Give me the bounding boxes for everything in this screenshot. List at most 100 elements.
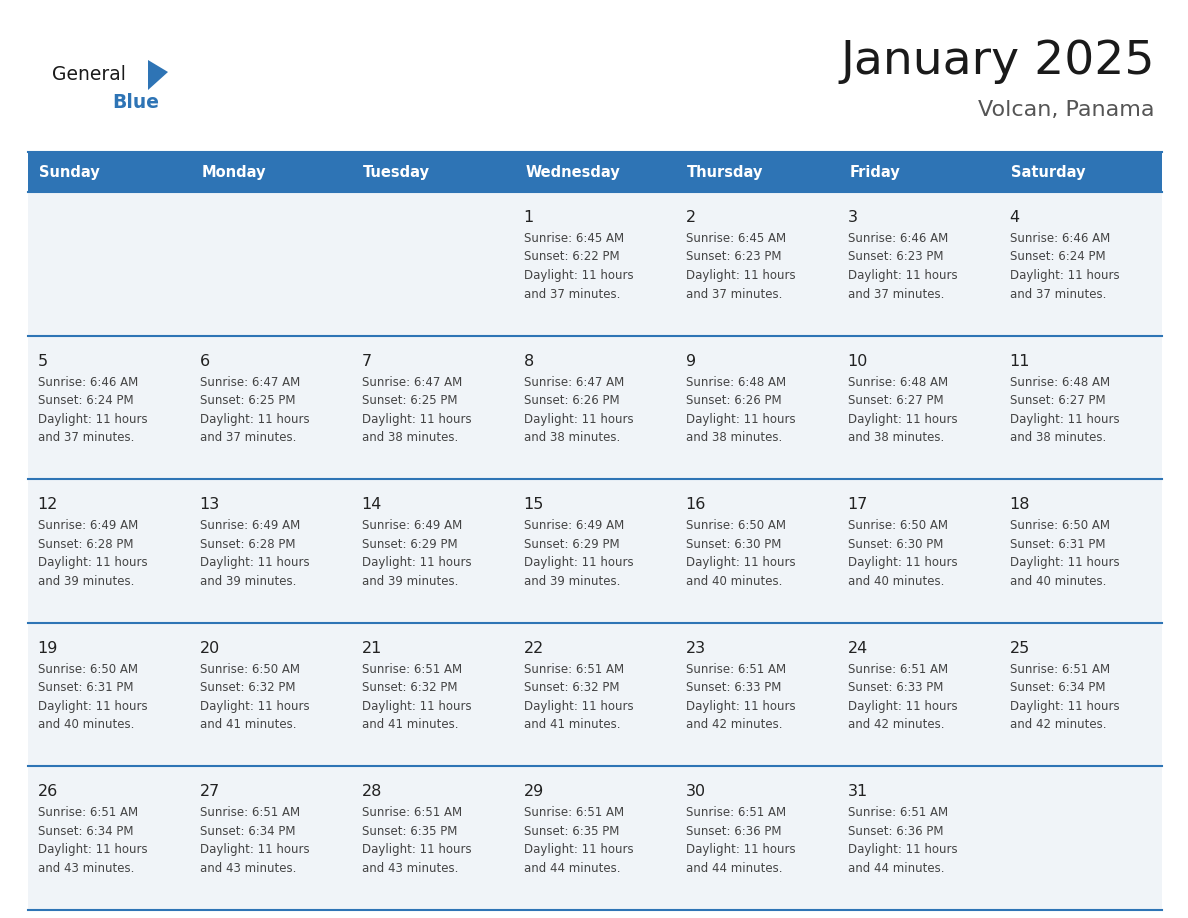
Bar	[29, 192, 1162, 336]
Text: and 42 minutes.: and 42 minutes.	[1010, 718, 1106, 732]
Text: 5: 5	[38, 353, 48, 369]
Text: Daylight: 11 hours: Daylight: 11 hours	[848, 844, 958, 856]
Text: Sunset: 6:31 PM: Sunset: 6:31 PM	[38, 681, 133, 694]
Text: Sunset: 6:32 PM: Sunset: 6:32 PM	[200, 681, 296, 694]
Text: Sunrise: 6:47 AM: Sunrise: 6:47 AM	[361, 375, 462, 388]
Text: Daylight: 11 hours: Daylight: 11 hours	[361, 556, 472, 569]
Text: and 41 minutes.: and 41 minutes.	[524, 718, 620, 732]
Text: Sunset: 6:27 PM: Sunset: 6:27 PM	[1010, 394, 1105, 407]
Text: and 43 minutes.: and 43 minutes.	[200, 862, 296, 875]
Text: Sunset: 6:29 PM: Sunset: 6:29 PM	[524, 538, 619, 551]
Text: 3: 3	[848, 210, 858, 225]
Text: Sunset: 6:28 PM: Sunset: 6:28 PM	[200, 538, 296, 551]
Text: and 38 minutes.: and 38 minutes.	[524, 431, 620, 444]
Text: and 40 minutes.: and 40 minutes.	[38, 718, 134, 732]
Text: 14: 14	[361, 498, 383, 512]
Text: Daylight: 11 hours: Daylight: 11 hours	[38, 556, 147, 569]
Text: Daylight: 11 hours: Daylight: 11 hours	[200, 412, 309, 426]
Text: Daylight: 11 hours: Daylight: 11 hours	[38, 844, 147, 856]
Text: and 39 minutes.: and 39 minutes.	[200, 575, 296, 588]
Text: Sunrise: 6:50 AM: Sunrise: 6:50 AM	[1010, 520, 1110, 532]
Text: Friday: Friday	[849, 164, 901, 180]
Text: 21: 21	[361, 641, 383, 655]
Text: and 41 minutes.: and 41 minutes.	[361, 718, 459, 732]
Text: Sunrise: 6:51 AM: Sunrise: 6:51 AM	[1010, 663, 1110, 676]
Text: Daylight: 11 hours: Daylight: 11 hours	[848, 269, 958, 282]
Text: Sunset: 6:24 PM: Sunset: 6:24 PM	[38, 394, 133, 407]
Text: Sunset: 6:31 PM: Sunset: 6:31 PM	[1010, 538, 1105, 551]
Text: Daylight: 11 hours: Daylight: 11 hours	[685, 844, 795, 856]
Text: and 44 minutes.: and 44 minutes.	[848, 862, 944, 875]
Text: Sunrise: 6:47 AM: Sunrise: 6:47 AM	[524, 375, 624, 388]
Text: and 43 minutes.: and 43 minutes.	[38, 862, 134, 875]
Text: Sunrise: 6:48 AM: Sunrise: 6:48 AM	[685, 375, 785, 388]
Text: Sunset: 6:33 PM: Sunset: 6:33 PM	[848, 681, 943, 694]
Text: 7: 7	[361, 353, 372, 369]
Text: Daylight: 11 hours: Daylight: 11 hours	[685, 556, 795, 569]
Text: Sunset: 6:23 PM: Sunset: 6:23 PM	[848, 251, 943, 263]
Text: Sunrise: 6:49 AM: Sunrise: 6:49 AM	[38, 520, 138, 532]
Text: 29: 29	[524, 784, 544, 800]
Text: 19: 19	[38, 641, 58, 655]
Text: and 37 minutes.: and 37 minutes.	[524, 287, 620, 300]
Text: Sunrise: 6:48 AM: Sunrise: 6:48 AM	[848, 375, 948, 388]
Text: Sunset: 6:34 PM: Sunset: 6:34 PM	[1010, 681, 1105, 694]
Text: Sunrise: 6:50 AM: Sunrise: 6:50 AM	[685, 520, 785, 532]
Bar	[29, 479, 1162, 622]
Text: 31: 31	[848, 784, 868, 800]
Text: 20: 20	[200, 641, 220, 655]
Text: Daylight: 11 hours: Daylight: 11 hours	[524, 556, 633, 569]
Text: Blue: Blue	[112, 94, 159, 113]
Text: 11: 11	[1010, 353, 1030, 369]
Text: and 44 minutes.: and 44 minutes.	[524, 862, 620, 875]
Text: and 44 minutes.: and 44 minutes.	[685, 862, 782, 875]
Text: 16: 16	[685, 498, 706, 512]
Text: and 37 minutes.: and 37 minutes.	[38, 431, 134, 444]
Text: 30: 30	[685, 784, 706, 800]
Text: and 38 minutes.: and 38 minutes.	[361, 431, 457, 444]
Text: and 39 minutes.: and 39 minutes.	[361, 575, 459, 588]
Text: Daylight: 11 hours: Daylight: 11 hours	[1010, 269, 1119, 282]
Text: Daylight: 11 hours: Daylight: 11 hours	[361, 700, 472, 712]
Text: Daylight: 11 hours: Daylight: 11 hours	[1010, 556, 1119, 569]
Text: and 42 minutes.: and 42 minutes.	[848, 718, 944, 732]
Text: Sunrise: 6:45 AM: Sunrise: 6:45 AM	[685, 232, 785, 245]
Text: Sunrise: 6:51 AM: Sunrise: 6:51 AM	[361, 806, 462, 820]
Text: 26: 26	[38, 784, 58, 800]
Text: and 41 minutes.: and 41 minutes.	[200, 718, 296, 732]
Text: 8: 8	[524, 353, 533, 369]
Text: Sunrise: 6:51 AM: Sunrise: 6:51 AM	[848, 806, 948, 820]
Text: Sunrise: 6:46 AM: Sunrise: 6:46 AM	[848, 232, 948, 245]
Text: and 40 minutes.: and 40 minutes.	[1010, 575, 1106, 588]
Text: Sunrise: 6:47 AM: Sunrise: 6:47 AM	[200, 375, 299, 388]
Text: Sunrise: 6:50 AM: Sunrise: 6:50 AM	[200, 663, 299, 676]
Text: Daylight: 11 hours: Daylight: 11 hours	[200, 844, 309, 856]
Text: Sunset: 6:27 PM: Sunset: 6:27 PM	[848, 394, 943, 407]
Text: Sunrise: 6:49 AM: Sunrise: 6:49 AM	[361, 520, 462, 532]
Text: Sunrise: 6:51 AM: Sunrise: 6:51 AM	[848, 663, 948, 676]
Polygon shape	[148, 60, 168, 90]
Text: Sunset: 6:32 PM: Sunset: 6:32 PM	[361, 681, 457, 694]
Text: 18: 18	[1010, 498, 1030, 512]
Text: and 37 minutes.: and 37 minutes.	[1010, 287, 1106, 300]
Text: Sunset: 6:34 PM: Sunset: 6:34 PM	[200, 825, 296, 838]
Text: Sunset: 6:36 PM: Sunset: 6:36 PM	[685, 825, 782, 838]
Text: Daylight: 11 hours: Daylight: 11 hours	[685, 269, 795, 282]
Text: Sunrise: 6:46 AM: Sunrise: 6:46 AM	[38, 375, 138, 388]
Text: Sunset: 6:33 PM: Sunset: 6:33 PM	[685, 681, 781, 694]
Text: Daylight: 11 hours: Daylight: 11 hours	[361, 412, 472, 426]
Text: Sunset: 6:34 PM: Sunset: 6:34 PM	[38, 825, 133, 838]
Text: Daylight: 11 hours: Daylight: 11 hours	[524, 412, 633, 426]
Text: Sunrise: 6:51 AM: Sunrise: 6:51 AM	[38, 806, 138, 820]
Text: 12: 12	[38, 498, 58, 512]
Text: and 40 minutes.: and 40 minutes.	[685, 575, 782, 588]
Text: Daylight: 11 hours: Daylight: 11 hours	[685, 412, 795, 426]
Text: Daylight: 11 hours: Daylight: 11 hours	[848, 412, 958, 426]
Text: 22: 22	[524, 641, 544, 655]
Text: and 37 minutes.: and 37 minutes.	[848, 287, 944, 300]
Text: Sunrise: 6:50 AM: Sunrise: 6:50 AM	[848, 520, 948, 532]
Text: Sunset: 6:26 PM: Sunset: 6:26 PM	[685, 394, 782, 407]
Text: Daylight: 11 hours: Daylight: 11 hours	[685, 700, 795, 712]
Text: Daylight: 11 hours: Daylight: 11 hours	[38, 412, 147, 426]
Text: Sunset: 6:30 PM: Sunset: 6:30 PM	[848, 538, 943, 551]
